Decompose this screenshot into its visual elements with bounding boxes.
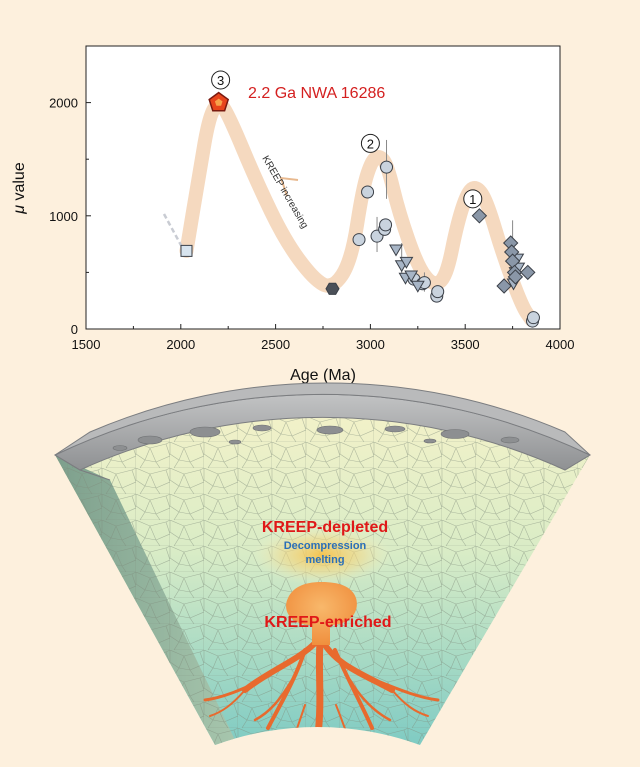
data-point-circle xyxy=(526,311,540,325)
y-axis: 0 1000 2000 xyxy=(49,96,91,337)
y-axis-label-symbol: μ xyxy=(11,205,28,215)
y-tick-label: 1000 xyxy=(49,209,78,224)
trend-arrow-icon xyxy=(279,176,299,197)
x-tick-label: 2500 xyxy=(261,337,290,352)
x-tick-label: 1500 xyxy=(72,337,101,352)
highlight-core xyxy=(214,98,223,106)
plume xyxy=(286,582,357,645)
label-kreep-depleted: KREEP-depleted xyxy=(262,519,388,536)
x-tick-label: 3500 xyxy=(451,337,480,352)
data-point-triangle xyxy=(410,280,425,293)
data-point-diamond xyxy=(520,264,536,281)
crater-icons xyxy=(112,424,520,451)
data-point-triangle xyxy=(399,256,414,269)
data-point-hexagon xyxy=(325,282,340,295)
x-tick-label: 3000 xyxy=(356,337,385,352)
crust-top-surface xyxy=(54,382,591,456)
y-tick-label: 2000 xyxy=(49,96,78,111)
highlight-label: 2.2 Ga NWA 16286 xyxy=(248,85,385,102)
episode-label-circle xyxy=(463,189,483,209)
y-axis-label: μ value xyxy=(11,162,28,215)
label-kreep-enriched: KREEP-enriched xyxy=(264,614,391,631)
decompression-glow xyxy=(252,525,392,585)
data-point-triangle xyxy=(389,244,403,257)
crust-left-edge xyxy=(54,454,111,481)
episode-label-number: 2 xyxy=(367,136,374,151)
plume-roots xyxy=(203,637,440,743)
data-point-circle xyxy=(361,185,375,199)
episode-label-circle xyxy=(360,133,380,153)
x-axis: 1500 2000 2500 3000 3500 4000 xyxy=(72,324,575,352)
y-axis-label-text: value xyxy=(11,162,28,205)
data-point-circle xyxy=(352,233,366,247)
data-markers xyxy=(180,91,540,328)
x-tick-label: 2000 xyxy=(166,337,195,352)
episode-label-number: 1 xyxy=(469,192,476,207)
data-point-circle xyxy=(379,218,393,232)
episode-label-circle xyxy=(211,70,231,90)
episode-labels: 3 2 1 xyxy=(211,70,483,209)
x-axis-label: Age (Ma) xyxy=(290,367,356,384)
data-point-diamond xyxy=(507,269,524,285)
data-point-diamond xyxy=(471,208,488,224)
moon-cross-section: KREEP-depleted Decompression melting KREE… xyxy=(53,382,592,745)
data-point-triangle xyxy=(404,270,419,283)
data-point-circle xyxy=(380,160,394,174)
episode-label-number: 3 xyxy=(217,73,224,88)
data-point-diamond xyxy=(496,278,512,294)
label-decompression-melting: Decompression melting xyxy=(284,540,367,566)
x-tick-label: 4000 xyxy=(546,337,575,352)
data-point-circle xyxy=(431,285,445,299)
trend-tail-dashed xyxy=(162,213,184,248)
chart: KREEP increasing 321 2.2 Ga NWA 16286 15… xyxy=(11,45,575,384)
data-point-square xyxy=(180,244,193,257)
y-tick-label: 0 xyxy=(71,322,78,337)
